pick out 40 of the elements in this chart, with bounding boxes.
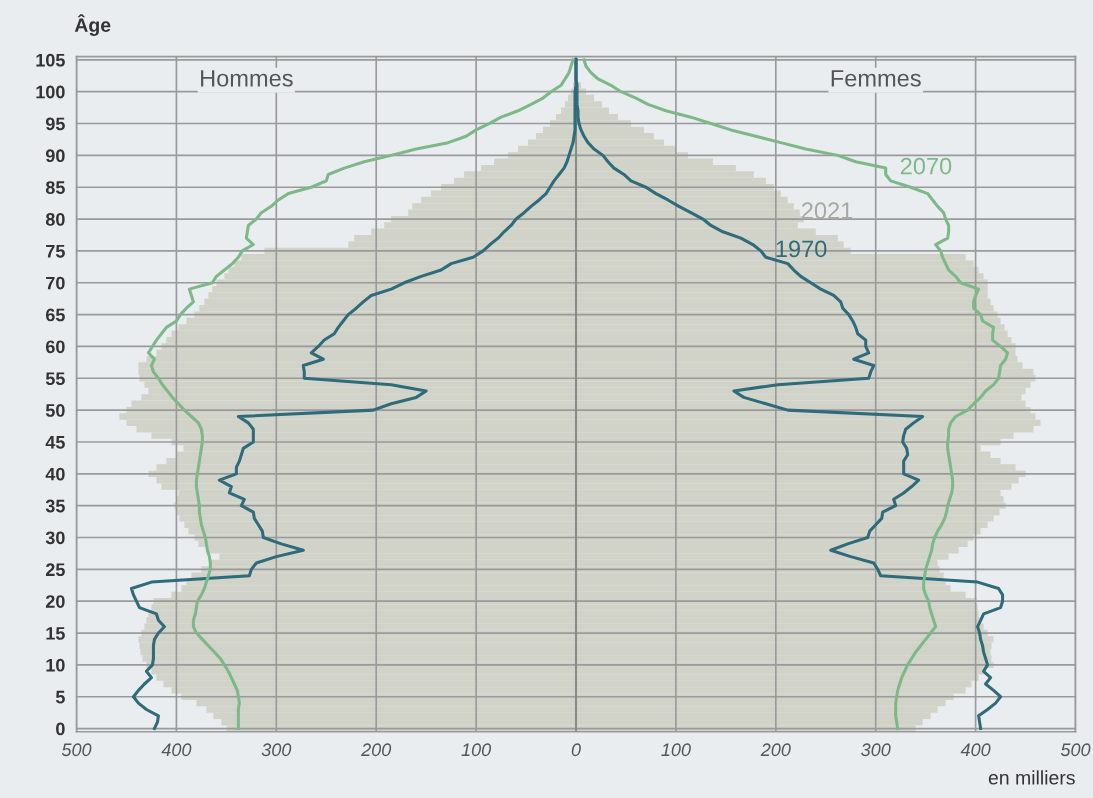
y-tick-label: 10	[46, 658, 65, 672]
y-tick-label: 80	[45, 213, 65, 226]
y-tick-label: 0	[56, 722, 65, 736]
series-label: 1970	[776, 240, 827, 258]
y-tick-label: 90	[45, 149, 65, 163]
x-tick-label: 200	[361, 743, 392, 757]
x-tick-label: 500	[61, 743, 92, 757]
x-tick-label: 300	[261, 743, 292, 757]
y-tick-label: 85	[45, 181, 65, 194]
x-tick-label: 400	[960, 743, 991, 757]
y-tick-label: 35	[45, 499, 65, 513]
y-tick-label: 65	[45, 308, 65, 322]
x-tick-label: 400	[161, 743, 192, 757]
series-label: 2070	[900, 157, 952, 175]
y-tick-label: 25	[45, 563, 65, 577]
y-tick-label: 30	[45, 531, 65, 545]
y-tick-label: 20	[45, 595, 65, 608]
series-label: 2021	[801, 202, 853, 220]
x-tick-label: 0	[571, 743, 581, 757]
x-tick-label: 300	[861, 743, 891, 757]
y-axis-title: Âge	[74, 14, 111, 36]
y-tick-label: 70	[46, 276, 65, 290]
x-tick-label: 100	[661, 743, 691, 757]
y-tick-label: 45	[45, 436, 65, 449]
y-tick-label: 100	[36, 85, 65, 99]
x-axis-title: en milliers	[988, 770, 1075, 785]
x-tick-label: 100	[461, 743, 492, 757]
annotation: Hommes	[201, 70, 293, 87]
y-tick-label: 55	[45, 372, 65, 386]
y-tick-label: 5	[55, 690, 65, 704]
y-tick-label: 60	[45, 340, 65, 354]
x-tick-label: 200	[760, 743, 791, 757]
y-tick-label: 50	[45, 404, 65, 417]
annotation: Femmes	[831, 70, 921, 87]
y-tick-label: 40	[45, 467, 65, 481]
x-tick-label: 500	[1060, 743, 1091, 757]
y-tick-label: 105	[36, 53, 65, 67]
y-tick-label: 95	[45, 117, 65, 131]
y-tick-label: 15	[46, 627, 65, 640]
y-tick-label: 75	[46, 245, 65, 258]
